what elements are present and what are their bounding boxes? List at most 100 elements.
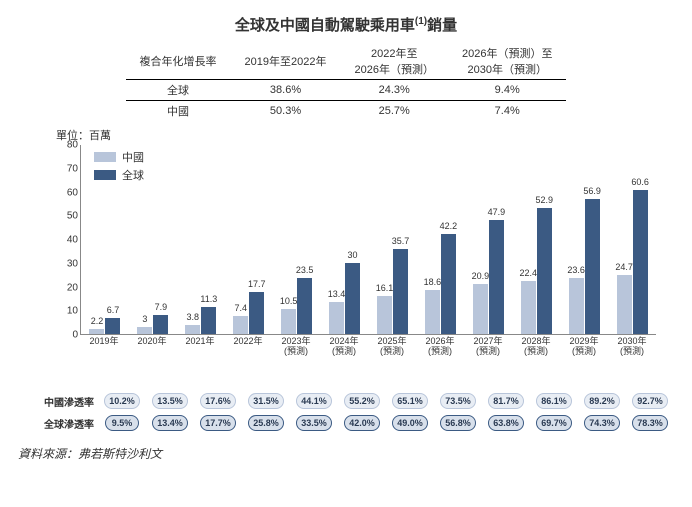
- x-label: 2028年(預測): [512, 337, 560, 357]
- bar-china: 13.4: [329, 302, 344, 334]
- y-tick: 70: [67, 163, 78, 174]
- penetration-row-global: 全球滲透率 9.5%13.4%17.7%25.8%33.5%42.0%49.0%…: [40, 415, 674, 431]
- bar-value: 30: [348, 250, 358, 260]
- penetration-pill: 78.3%: [632, 415, 668, 431]
- x-label: 2023年(預測): [272, 337, 320, 357]
- bar-global: 60.6: [633, 190, 648, 334]
- penetration-pill: 56.8%: [440, 415, 476, 431]
- y-tick: 10: [67, 306, 78, 317]
- bar-value: 6.7: [107, 305, 120, 315]
- bar-china: 20.9: [473, 284, 488, 334]
- bar-group: 16.1 35.7: [369, 145, 417, 334]
- penetration-pill: 13.5%: [152, 393, 188, 409]
- x-axis-labels: 2019年2020年2021年2022年2023年(預測)2024年(預測)20…: [80, 337, 656, 357]
- y-tick: 30: [67, 258, 78, 269]
- bar-chart: 中國 全球 01020304050607080 2.26.737.93.811.…: [40, 145, 660, 365]
- bar-china: 22.4: [521, 281, 536, 334]
- x-label: 2020年: [128, 337, 176, 357]
- bar-group: 3.811.3: [177, 145, 225, 334]
- plot-area: 2.26.737.93.811.37.417.710.523.513.43016…: [80, 145, 656, 335]
- bar-group: 2.26.7: [81, 145, 129, 334]
- bar-value: 17.7: [248, 279, 266, 289]
- bar-china: 24.7: [617, 275, 632, 334]
- penetration-pill: 74.3%: [584, 415, 620, 431]
- bar-value: 42.2: [440, 221, 458, 231]
- bar-group: 18.642.2: [416, 145, 464, 334]
- bar-value: 47.9: [488, 207, 506, 217]
- bar-value: 60.6: [631, 177, 649, 187]
- bar-value: 3.8: [187, 312, 200, 322]
- bar-value: 7.4: [234, 303, 247, 313]
- penetration-pill: 55.2%: [344, 393, 380, 409]
- bar-global: 17.7: [249, 292, 264, 334]
- penetration-pill: 89.2%: [584, 393, 620, 409]
- x-label: 2026年(預測): [416, 337, 464, 357]
- bar-value: 52.9: [535, 195, 553, 205]
- bar-group: 7.417.7: [225, 145, 273, 334]
- bar-value: 22.4: [519, 268, 537, 278]
- bar-value: 23.5: [296, 265, 314, 275]
- penetration-pill: 86.1%: [536, 393, 572, 409]
- bar-group: 13.430: [321, 145, 369, 334]
- penetration-pill: 13.4%: [152, 415, 188, 431]
- penetration-pill: 65.1%: [392, 393, 428, 409]
- bar-group: 24.760.6: [608, 145, 656, 334]
- bar-value: 56.9: [583, 186, 601, 196]
- penetration-pill: 73.5%: [440, 393, 476, 409]
- bar-value: 24.7: [615, 262, 633, 272]
- bar-global: 30: [345, 263, 360, 334]
- bar-group: 10.5 23.5: [273, 145, 321, 334]
- bar-global: 6.7: [105, 318, 120, 334]
- bar-china: 10.5: [281, 309, 296, 334]
- bar-global: 11.3: [201, 307, 216, 334]
- bar-value: 7.9: [155, 302, 168, 312]
- cagr-row-china: 中國50.3%25.7%7.4%: [126, 101, 567, 122]
- y-tick: 50: [67, 211, 78, 222]
- penetration-rows: 中國滲透率 10.2%13.5%17.6%31.5%44.1%55.2%65.1…: [40, 393, 674, 431]
- penetration-pill: 69.7%: [536, 415, 572, 431]
- bar-group: 20.9 47.9: [464, 145, 512, 334]
- penetration-pill: 92.7%: [632, 393, 668, 409]
- x-label: 2025年(預測): [368, 337, 416, 357]
- y-tick: 0: [72, 330, 78, 341]
- penetration-pill: 17.7%: [200, 415, 236, 431]
- bar-group: 22.452.9: [512, 145, 560, 334]
- bar-value: 18.6: [424, 277, 442, 287]
- penetration-pill: 49.0%: [392, 415, 428, 431]
- penetration-pill: 63.8%: [488, 415, 524, 431]
- bar-group: 37.9: [129, 145, 177, 334]
- x-label: 2029年(預測): [560, 337, 608, 357]
- cagr-row-global: 全球38.6%24.3%9.4%: [126, 80, 567, 101]
- bar-value: 35.7: [392, 236, 410, 246]
- bar-value: 2.2: [91, 316, 104, 326]
- bar-value: 16.1: [376, 283, 394, 293]
- bar-china: 7.4: [233, 316, 248, 334]
- penetration-pill: 42.0%: [344, 415, 380, 431]
- bar-global: 42.2: [441, 234, 456, 334]
- cagr-table: 複合年化增長率 2019年至2022年 2022年至 2026年（預測） 202…: [126, 43, 567, 121]
- penetration-pill: 25.8%: [248, 415, 284, 431]
- y-tick: 80: [67, 140, 78, 151]
- x-label: 2021年: [176, 337, 224, 357]
- y-axis-unit: 單位：百萬: [56, 127, 674, 143]
- bar-china: 18.6: [425, 290, 440, 334]
- x-label: 2019年: [80, 337, 128, 357]
- penetration-pill: 9.5%: [105, 415, 139, 431]
- bar-global: 52.9: [537, 208, 552, 334]
- bar-value: 3: [142, 314, 147, 324]
- bar-china: 3: [137, 327, 152, 334]
- penetration-pill: 44.1%: [296, 393, 332, 409]
- chart-title: 全球及中國自動駕駛乘用車(1)銷量: [18, 14, 674, 35]
- source-citation: 資料來源：弗若斯特沙利文: [18, 445, 674, 462]
- bar-china: 16.1: [377, 296, 392, 334]
- x-label: 2022年: [224, 337, 272, 357]
- bar-global: 56.9: [585, 199, 600, 334]
- y-tick: 40: [67, 235, 78, 246]
- bar-value: 13.4: [328, 289, 346, 299]
- cagr-header-row: 複合年化增長率 2019年至2022年 2022年至 2026年（預測） 202…: [126, 43, 567, 80]
- bar-value: 20.9: [472, 271, 490, 281]
- bar-group: 23.656.9: [560, 145, 608, 334]
- bar-china: 3.8: [185, 325, 200, 334]
- x-label: 2030年(預測): [608, 337, 656, 357]
- penetration-pill: 31.5%: [248, 393, 284, 409]
